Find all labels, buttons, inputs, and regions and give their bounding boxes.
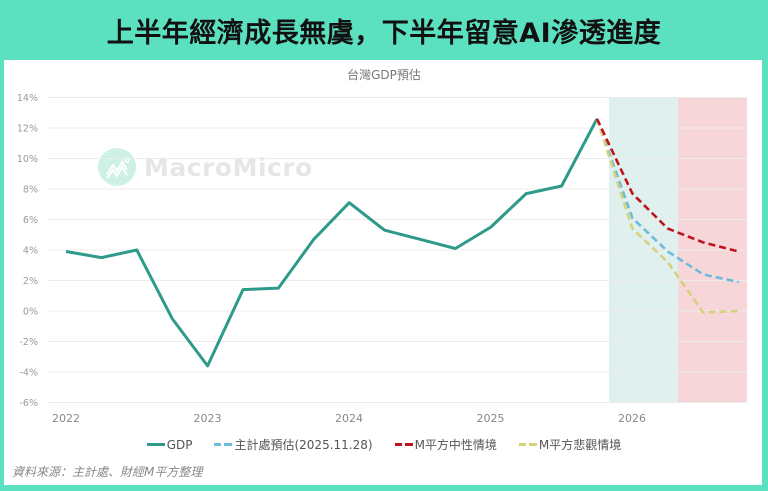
y-tick-label: 6% xyxy=(23,215,38,226)
legend-label: M平方悲觀情境 xyxy=(538,438,622,452)
source-note: 資料來源：主計處、財經M平方整理 xyxy=(12,465,203,479)
x-tick-label: 2026 xyxy=(618,412,646,425)
x-tick-label: 2023 xyxy=(194,412,222,425)
series-line-1 xyxy=(595,118,739,284)
x-tick-label: 2025 xyxy=(477,412,505,425)
watermark: MacroMicro xyxy=(98,148,313,186)
legend-label: GDP xyxy=(166,437,193,452)
watermark-text: MacroMicro xyxy=(144,152,313,182)
y-tick-label: -2% xyxy=(20,337,39,348)
y-tick-label: 12% xyxy=(17,124,38,135)
legend-swatch-icon xyxy=(518,443,537,446)
y-tick-label: 14% xyxy=(17,93,38,104)
chart-legend: GDP 主計處預估(2025.11.28) M平方中性情境 M平方悲觀情境 xyxy=(0,436,768,453)
legend-label: 主計處預估(2025.11.28) xyxy=(234,438,373,452)
plot-area: 14% 12% 10% 8% 6% 4% 2% 0% -2% -4% -6% 2022 2023 2024… xyxy=(17,93,747,425)
y-tick-label: 2% xyxy=(23,276,38,287)
legend-swatch-icon xyxy=(214,443,233,446)
series-line-2 xyxy=(595,118,739,253)
series-line-0 xyxy=(65,118,599,368)
x-tick-label: 2024 xyxy=(335,412,363,425)
y-tick-label: 8% xyxy=(23,185,38,196)
y-tick-label: 0% xyxy=(23,307,38,318)
y-tick-label: 4% xyxy=(23,246,38,257)
header-banner: 上半年經濟成長無虞，下半年留意AI滲透進度 xyxy=(0,0,768,60)
legend-swatch-icon xyxy=(394,443,413,446)
legend-swatch-icon xyxy=(146,443,165,446)
legend-item-3[interactable]: M平方悲觀情境 xyxy=(518,436,622,453)
y-tick-label: 10% xyxy=(17,154,38,165)
y-tick-label: -4% xyxy=(20,368,39,379)
macromicro-logo-icon xyxy=(98,148,136,186)
y-tick-label: -6% xyxy=(20,398,39,409)
legend-item-0[interactable]: GDP xyxy=(146,436,193,453)
chart-title: 台灣GDP預估 xyxy=(347,68,421,82)
page-title: 上半年經濟成長無虞，下半年留意AI滲透進度 xyxy=(106,17,662,49)
x-tick-label: 2022 xyxy=(52,412,80,425)
legend-item-1[interactable]: 主計處預估(2025.11.28) xyxy=(214,436,373,453)
series-line-3 xyxy=(595,118,739,314)
legend-item-2[interactable]: M平方中性情境 xyxy=(394,436,497,453)
legend-label: M平方中性情境 xyxy=(414,438,497,452)
